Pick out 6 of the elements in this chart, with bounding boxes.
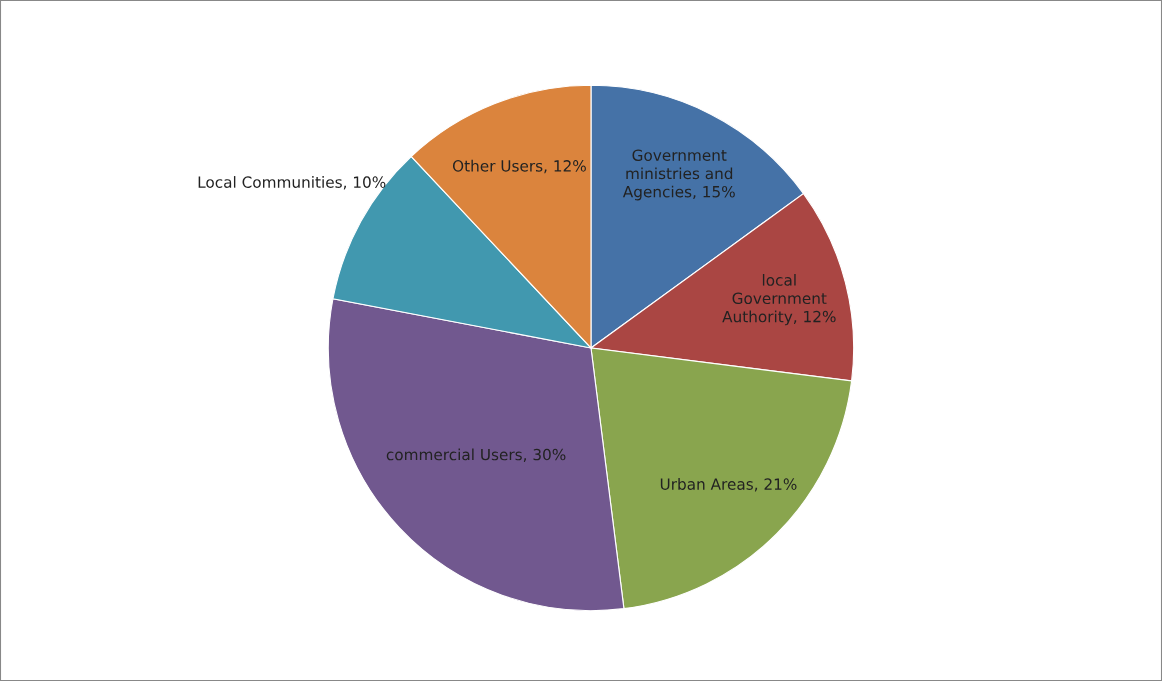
slice-label: Government ministries and Agencies, 15% <box>622 149 735 201</box>
slice-label: local Government Authority, 12% <box>722 273 836 326</box>
slice-label: commercial Users, 30% <box>386 448 566 462</box>
slice-label: Local Communities, 10% <box>198 176 386 190</box>
slice-label: Other Users, 12% <box>452 159 586 174</box>
slice-label: Urban Areas, 21% <box>660 478 797 492</box>
